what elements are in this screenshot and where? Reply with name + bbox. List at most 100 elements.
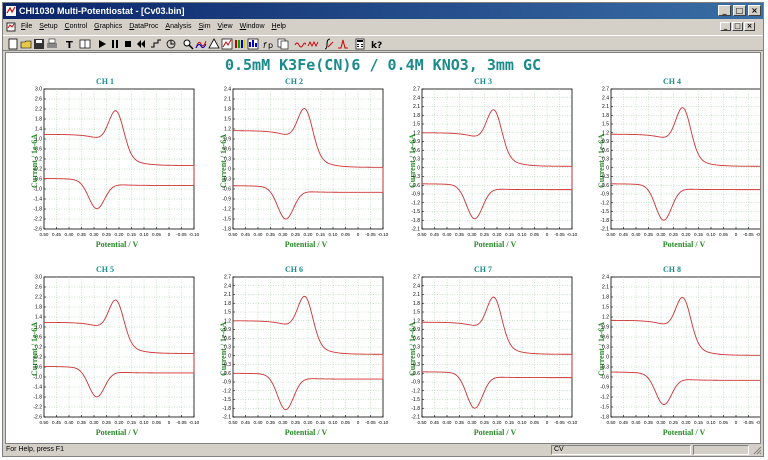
new-icon[interactable] [6, 37, 19, 50]
y-tick-label: 0.9 [224, 327, 231, 333]
cv-plot: 3.0 2.6 2.2 1.8 1.4 1.0 0.6 0.2 -0.2 -0.6 -1.0 -1.4… [33, 87, 199, 237]
x-tick-label: 0 [546, 232, 549, 237]
app-icon [6, 6, 16, 16]
y-tick-label: -2.1 [411, 227, 420, 233]
x-tick-label: 0.40 [254, 232, 263, 237]
y-tick-label: 1.0 [35, 325, 42, 331]
peak-icon[interactable] [336, 37, 349, 50]
y-tick-label: -2.1 [411, 415, 420, 421]
y-tick-label: 2.2 [35, 295, 42, 301]
y-tick-label: 0.9 [413, 139, 420, 145]
graph-icon[interactable] [220, 37, 233, 50]
help-icon[interactable]: k? [369, 37, 382, 50]
y-tick-label: 1.2 [224, 127, 231, 133]
x-tick-label: 0.10 [518, 420, 527, 425]
x-tick-label: 0.15 [505, 232, 514, 237]
y-tick-label: 0.2 [35, 157, 42, 163]
minimize-button[interactable]: _ [718, 5, 731, 16]
maximize-button[interactable]: □ [733, 5, 746, 16]
x-tick-label: -0.10 [567, 420, 578, 425]
x-tick-label: 0.40 [443, 232, 452, 237]
x-tick-label: 0.30 [468, 232, 477, 237]
zoom-icon[interactable] [181, 37, 194, 50]
menu-graphics[interactable]: Graphics [94, 23, 123, 30]
x-tick-label: 0.45 [619, 232, 628, 237]
color-icon[interactable] [233, 37, 246, 50]
x-tick-label: 0.30 [657, 232, 666, 237]
menu-items: File Setup Control Graphics DataProc Analysis… [21, 20, 286, 34]
y-tick-label: -1.2 [600, 200, 609, 206]
chart-title: CH 6 [285, 265, 303, 274]
cv-curve [422, 296, 573, 409]
y-tick-label: -2.1 [600, 227, 609, 233]
cv-plot: 2.72.42.11.81.51.20.90.60.30-0.3-0.6-0.9… [222, 275, 388, 425]
y-tick-label: 1.2 [602, 315, 609, 321]
child-close-button[interactable]: × [744, 22, 755, 31]
derivative-icon[interactable] [306, 37, 319, 50]
y-tick-label: 2.1 [413, 292, 420, 298]
menu-analysis[interactable]: Analysis [165, 23, 192, 30]
menu-dataproc[interactable]: DataProc [129, 23, 159, 30]
x-tick-label: 0 [168, 420, 171, 425]
y-tick-label: -0.6 [411, 183, 420, 189]
plot-icon[interactable] [246, 37, 259, 50]
y-tick-label: 0.3 [413, 345, 420, 351]
resize-grip-icon[interactable] [752, 445, 762, 455]
step-icon[interactable] [149, 37, 162, 50]
x-tick-label: 0.50 [418, 232, 427, 237]
x-tick-label: 0 [168, 232, 171, 237]
calculator-icon[interactable] [353, 37, 366, 50]
save-icon[interactable] [32, 37, 45, 50]
menu-view[interactable]: View [217, 23, 233, 30]
menu-sim[interactable]: Sim [198, 23, 211, 30]
child-restore-button[interactable]: □ [732, 22, 743, 31]
print-icon[interactable] [45, 37, 58, 50]
x-tick-label: 0.20 [493, 232, 502, 237]
menu-file[interactable]: File [21, 23, 33, 30]
svg-text:f: f [263, 41, 267, 50]
y-tick-label: -0.9 [222, 380, 231, 386]
y-tick-label: 1.2 [602, 130, 609, 136]
document-icon[interactable] [6, 22, 16, 32]
menu-window[interactable]: Window [239, 23, 265, 30]
x-tick-label: -0.05 [365, 420, 376, 425]
menu-setup[interactable]: Setup [39, 23, 58, 30]
text-icon[interactable]: T [63, 37, 76, 50]
menu-control[interactable]: Control [64, 23, 88, 30]
x-tick-label: 0.05 [719, 232, 728, 237]
y-tick-label: 0 [606, 355, 609, 361]
copy-icon[interactable] [276, 37, 289, 50]
stop-icon[interactable] [121, 37, 134, 50]
y-tick-label: 1.8 [413, 113, 420, 119]
run-icon[interactable] [95, 37, 108, 50]
y-tick-label: -0.6 [600, 375, 609, 381]
chart-panel-ch4: CH 4 Current / 1e-6A Potential / V 2.7 2.4 2.… [579, 77, 760, 267]
smooth-icon[interactable] [293, 37, 306, 50]
y-tick-label: 0.9 [602, 139, 609, 145]
x-tick-label: 0.40 [65, 420, 74, 425]
reverse-icon[interactable] [134, 37, 147, 50]
close-button[interactable]: × [748, 5, 761, 16]
experiment-title: 0.5mM K3Fe(CN)6 / 0.4M KNO3, 3mm GC [224, 56, 542, 74]
split-icon[interactable] [78, 37, 91, 50]
open-icon[interactable] [19, 37, 32, 50]
y-tick-label: -0.6 [411, 371, 420, 377]
y-tick-label: 1.8 [224, 301, 231, 307]
integrate-icon[interactable] [321, 37, 334, 50]
x-tick-label: 0.30 [468, 420, 477, 425]
ir-comp-icon[interactable] [164, 37, 177, 50]
title-bar[interactable]: CHI1030 Multi-Potentiostat - [Cv03.bin] … [3, 3, 763, 19]
x-tick-label: 0.15 [127, 232, 136, 237]
y-tick-label: -0.6 [600, 183, 609, 189]
menu-help[interactable]: Help [271, 23, 286, 30]
pause-icon[interactable] [108, 37, 121, 50]
child-minimize-button[interactable]: _ [720, 22, 731, 31]
overlay-icon[interactable] [194, 37, 207, 50]
add-icon[interactable] [207, 37, 220, 50]
x-tick-label: 0.05 [152, 420, 161, 425]
y-tick-label: -0.3 [222, 177, 231, 183]
chart-panel-ch1: CH 1 Current / 1e-6A Potential / V 3.0 2.6 2.… [12, 77, 200, 267]
x-tick-label: 0.15 [127, 420, 136, 425]
y-tick-label: -0.3 [600, 174, 609, 180]
